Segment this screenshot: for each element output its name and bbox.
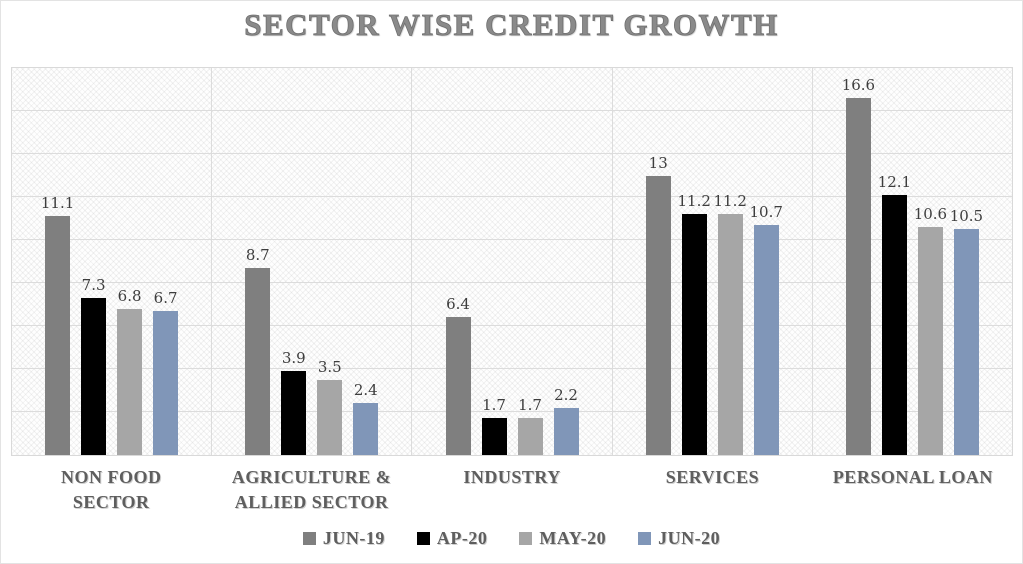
legend-swatch xyxy=(519,532,533,545)
bar-value-label: 10.5 xyxy=(949,207,984,226)
bar xyxy=(881,194,907,455)
bar xyxy=(245,267,271,455)
bar-value-label: 16.6 xyxy=(841,76,876,95)
bar xyxy=(117,308,143,455)
bar-slot: 12.1 xyxy=(878,68,911,455)
bar-slot: 1.7 xyxy=(517,68,543,455)
bar-slot: 8.7 xyxy=(245,68,271,455)
bar-slot: 2.2 xyxy=(553,68,579,455)
bar xyxy=(917,227,943,455)
bar xyxy=(445,317,471,455)
bar-slot: 16.6 xyxy=(842,68,875,455)
legend-label: AP-20 xyxy=(436,528,488,548)
bar-slot: 6.7 xyxy=(153,68,179,455)
bar-slot: 6.4 xyxy=(445,68,471,455)
bar-value-label: 6.7 xyxy=(153,288,178,307)
legend-swatch xyxy=(638,532,652,545)
bar-slot: 3.5 xyxy=(317,68,343,455)
bar xyxy=(317,379,343,455)
bar-slot: 13 xyxy=(645,68,671,455)
gridline xyxy=(12,239,1012,240)
bar-group: 16.6 12.1 10.6 10.5 xyxy=(813,68,1012,455)
bar xyxy=(45,216,71,455)
bar-slot: 7.3 xyxy=(81,68,107,455)
legend-label: JUN-19 xyxy=(322,528,385,548)
bar-value-label: 8.7 xyxy=(245,245,270,264)
bar-value-label: 1.7 xyxy=(518,396,542,415)
bar-value-label: 11.2 xyxy=(713,192,747,211)
legend-swatch xyxy=(416,532,430,545)
bar-group: 11.1 7.3 6.8 6.7 xyxy=(12,68,213,455)
bar-value-label: 12.1 xyxy=(877,172,912,191)
bar-value-label: 6.4 xyxy=(446,295,470,314)
bar-value-label: 3.9 xyxy=(281,349,306,368)
bar xyxy=(717,214,743,455)
bar-value-label: 11.2 xyxy=(677,192,711,211)
bar xyxy=(153,310,179,455)
category-label: PERSONAL LOAN xyxy=(832,467,993,487)
legend-item: MAY-20 xyxy=(519,528,606,549)
gridline xyxy=(12,368,1012,369)
category-label: INDUSTRY xyxy=(463,467,561,487)
legend-item: JUN-19 xyxy=(302,528,385,549)
legend-label: MAY-20 xyxy=(539,528,607,548)
bar-value-label: 1.7 xyxy=(482,396,506,415)
bar-value-label: 2.4 xyxy=(353,381,378,400)
bar-slot: 6.8 xyxy=(117,68,143,455)
bar xyxy=(753,224,779,455)
gridline xyxy=(12,411,1012,412)
bar xyxy=(353,403,379,455)
category-label: SERVICES xyxy=(665,467,760,487)
bar xyxy=(845,98,871,455)
x-axis-labels: NON FOOD SECTOR AGRICULTURE & ALLIED SECT… xyxy=(11,465,1013,515)
bar-slot: 10.7 xyxy=(750,68,783,455)
plot-area: 11.1 7.3 6.8 6.7 8.7 3.9 3.5 2.4 6.4 1.7 1.7 2.2 13 1… xyxy=(11,67,1013,456)
bar-slot: 3.9 xyxy=(281,68,307,455)
bar-slot: 2.4 xyxy=(353,68,379,455)
bar-slot: 10.6 xyxy=(914,68,947,455)
bar-group: 6.4 1.7 1.7 2.2 xyxy=(412,68,613,455)
bar-value-label: 11.1 xyxy=(40,194,75,213)
gridline xyxy=(12,325,1012,327)
bar xyxy=(681,214,707,455)
bar-value-label: 10.6 xyxy=(913,205,948,224)
gridline xyxy=(12,153,1012,154)
bar xyxy=(81,298,107,455)
legend: JUN-19 AP-20 MAY-20 JUN-20 xyxy=(1,528,1022,549)
gridline xyxy=(12,282,1012,283)
category-label: AGRICULTURE & ALLIED SECTOR xyxy=(231,467,392,513)
bar-slot: 11.1 xyxy=(41,68,74,455)
bar-group: 8.7 3.9 3.5 2.4 xyxy=(212,68,413,455)
bar-value-label: 10.7 xyxy=(749,202,783,221)
bar xyxy=(553,407,579,455)
bar-slot: 11.2 xyxy=(678,68,711,455)
gridline xyxy=(12,110,1012,111)
bar xyxy=(281,371,307,455)
bar xyxy=(517,418,543,455)
category-label: NON FOOD SECTOR xyxy=(60,467,162,513)
legend-swatch xyxy=(302,532,316,545)
bar-slot: 1.7 xyxy=(481,68,507,455)
bar-slot: 11.2 xyxy=(714,68,747,455)
legend-label: JUN-20 xyxy=(658,528,721,548)
gridline xyxy=(12,196,1012,198)
legend-item: JUN-20 xyxy=(638,528,720,549)
bar-group: 13 11.2 11.2 10.7 xyxy=(613,68,813,455)
bar xyxy=(645,175,671,455)
bar-value-label: 6.8 xyxy=(117,286,142,305)
legend-item: AP-20 xyxy=(416,528,488,549)
bar xyxy=(481,418,507,455)
bar-value-label: 2.2 xyxy=(554,385,578,404)
bar-value-label: 7.3 xyxy=(81,276,106,295)
bar-slot: 10.5 xyxy=(950,68,983,455)
chart-title: SECTOR WISE CREDIT GROWTH xyxy=(244,7,779,43)
bar xyxy=(953,229,979,455)
bar-value-label: 13 xyxy=(648,153,668,172)
bar-value-label: 3.5 xyxy=(317,357,342,376)
